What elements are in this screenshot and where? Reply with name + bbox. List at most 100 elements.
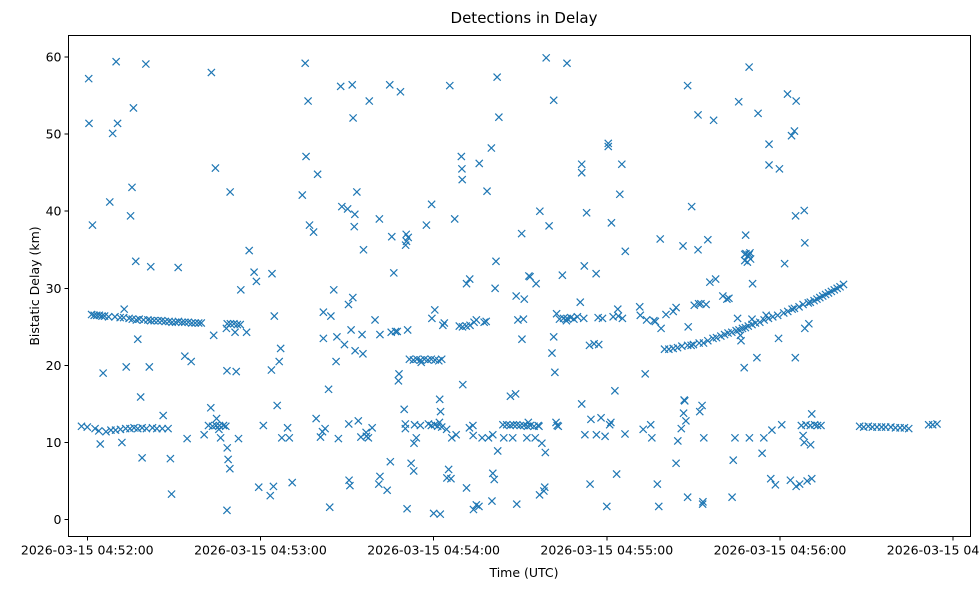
data-point xyxy=(647,433,656,442)
data-point xyxy=(806,440,815,449)
data-point xyxy=(438,321,447,330)
data-point xyxy=(435,418,444,427)
data-point xyxy=(88,221,97,230)
data-point xyxy=(226,187,235,196)
data-point xyxy=(758,449,767,458)
data-point xyxy=(222,324,231,333)
data-point xyxy=(309,228,318,237)
data-point xyxy=(598,314,607,323)
data-point xyxy=(267,365,276,375)
data-point xyxy=(491,257,501,266)
data-point xyxy=(684,322,693,331)
data-point xyxy=(225,464,234,473)
data-point xyxy=(800,438,809,447)
data-point xyxy=(233,320,242,329)
data-point xyxy=(207,68,216,77)
data-point xyxy=(472,315,481,324)
data-point xyxy=(138,453,147,462)
data-point xyxy=(288,478,297,487)
data-point xyxy=(216,433,225,442)
data-point xyxy=(364,433,373,442)
data-point xyxy=(301,59,310,68)
data-point xyxy=(298,191,307,200)
data-point xyxy=(552,309,561,318)
data-point xyxy=(592,430,601,439)
data-point xyxy=(839,280,848,289)
data-point xyxy=(104,312,113,321)
data-point xyxy=(403,504,412,513)
data-point xyxy=(126,211,135,220)
data-point xyxy=(657,324,666,333)
data-point xyxy=(222,506,231,515)
data-point xyxy=(677,424,686,433)
data-point xyxy=(488,469,497,478)
data-point xyxy=(469,505,478,514)
data-point xyxy=(549,332,558,341)
data-point xyxy=(222,366,231,375)
data-point xyxy=(236,285,245,294)
data-point xyxy=(690,301,699,310)
data-point xyxy=(387,232,396,241)
y-tick-label: 40 xyxy=(46,204,62,219)
data-point xyxy=(932,419,942,428)
data-point xyxy=(232,367,241,376)
data-point xyxy=(604,139,613,148)
data-point xyxy=(129,103,138,112)
data-point xyxy=(493,73,502,82)
data-point xyxy=(877,423,886,432)
data-point xyxy=(573,312,582,321)
data-point xyxy=(351,346,360,355)
data-point xyxy=(741,231,750,240)
data-point xyxy=(83,423,92,432)
data-point xyxy=(122,362,131,371)
data-point xyxy=(698,497,707,506)
data-point xyxy=(524,418,533,427)
x-tick-label: 2026-03-15 04:56:00 xyxy=(714,543,847,558)
data-point xyxy=(340,340,349,349)
data-point xyxy=(391,327,400,336)
data-point xyxy=(693,245,703,254)
data-point xyxy=(699,339,708,348)
data-point xyxy=(487,144,496,153)
data-point xyxy=(389,268,398,277)
data-point xyxy=(582,208,591,217)
data-point xyxy=(748,279,757,288)
data-point xyxy=(636,311,645,320)
data-point xyxy=(458,175,467,184)
data-point xyxy=(577,160,586,169)
data-point xyxy=(427,314,436,323)
data-point xyxy=(321,424,330,433)
data-point xyxy=(385,80,394,89)
y-tick-label: 20 xyxy=(46,358,62,373)
data-point xyxy=(348,293,357,302)
plot-frame xyxy=(68,35,971,537)
data-point xyxy=(99,369,108,378)
data-point xyxy=(319,308,328,317)
data-point xyxy=(694,299,703,308)
data-point xyxy=(465,321,475,330)
data-point xyxy=(774,334,783,343)
data-point xyxy=(791,211,800,220)
data-point xyxy=(125,314,134,323)
data-point xyxy=(621,247,630,256)
data-point xyxy=(799,300,808,309)
data-point xyxy=(792,96,801,106)
data-point xyxy=(532,279,541,288)
data-point xyxy=(734,97,743,106)
data-point xyxy=(427,200,436,209)
data-point xyxy=(620,429,630,439)
data-point xyxy=(672,459,681,468)
data-point xyxy=(150,316,159,325)
data-point xyxy=(273,401,282,410)
data-point xyxy=(445,81,454,90)
data-point xyxy=(332,357,341,366)
data-point xyxy=(417,358,426,367)
data-point xyxy=(332,332,341,341)
data-point xyxy=(285,433,294,442)
data-point xyxy=(446,474,455,483)
data-point xyxy=(394,376,403,385)
data-point xyxy=(771,480,780,489)
data-point xyxy=(105,197,114,207)
x-axis-ticks: 2026-03-15 04:52:00 2026-03-15 04:53:00 20… xyxy=(21,536,980,558)
data-point xyxy=(695,407,704,416)
